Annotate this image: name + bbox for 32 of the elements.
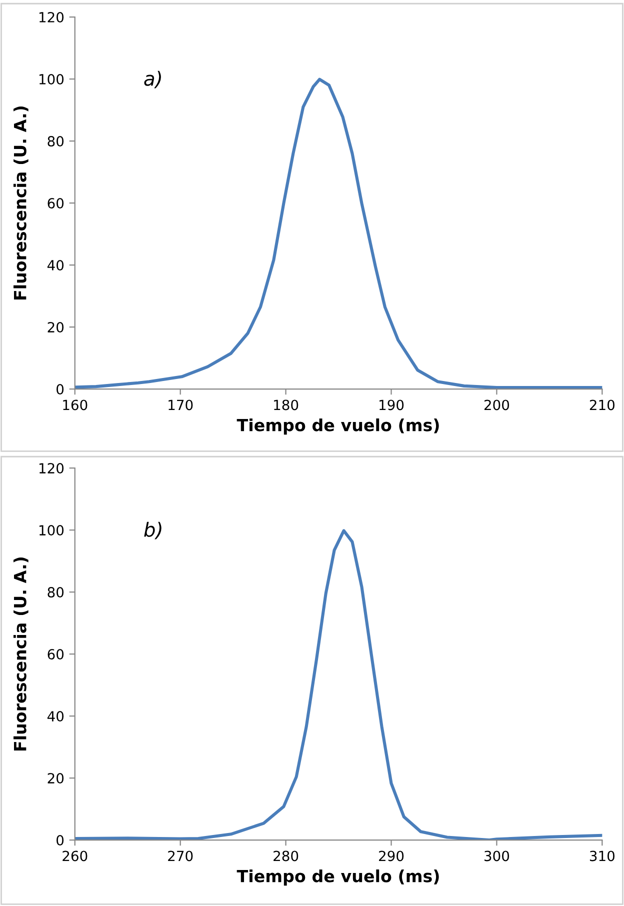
y-tick-label: 0 (56, 835, 64, 846)
x-tick-label: 310 (590, 850, 614, 862)
x-tick-label: 280 (274, 850, 298, 862)
x-tick-label: 170 (168, 400, 193, 410)
x-tick-label: 200 (484, 400, 510, 410)
annotation: a) (144, 70, 161, 88)
y-tick-label: 60 (48, 198, 64, 209)
y-tick-label: 80 (48, 587, 64, 598)
x-axis-title: Tiempo de vuelo (ms) (236, 869, 439, 886)
x-tick-label: 210 (590, 400, 614, 410)
x-tick-label: 270 (168, 850, 193, 862)
x-axis-title: Tiempo de vuelo (ms) (236, 418, 439, 435)
x-tick-label: 180 (274, 400, 298, 410)
y-tick-label: 60 (48, 649, 64, 660)
y-tick-label: 40 (47, 711, 64, 722)
y-axis-title: Fluorescencia (U. A.) (13, 557, 28, 751)
x-tick-label: 300 (484, 850, 510, 862)
y-tick-label: 0 (56, 384, 64, 395)
y-tick-label: 100 (39, 525, 64, 536)
annotation: b) (144, 522, 162, 540)
y-axis-title: Fluorescencia (U. A.) (13, 106, 28, 300)
y-tick-label: 120 (39, 12, 64, 23)
x-tick-label: 160 (63, 400, 88, 410)
y-tick-label: 120 (39, 463, 64, 474)
x-tick-label: 290 (379, 850, 404, 862)
x-tick-label: 190 (380, 400, 404, 410)
y-tick-label: 100 (39, 74, 64, 85)
y-tick-label: 80 (48, 136, 64, 147)
y-tick-label: 20 (48, 773, 64, 784)
y-tick-label: 20 (48, 322, 64, 333)
y-tick-label: 40 (47, 260, 64, 271)
x-tick-label: 260 (62, 850, 88, 862)
